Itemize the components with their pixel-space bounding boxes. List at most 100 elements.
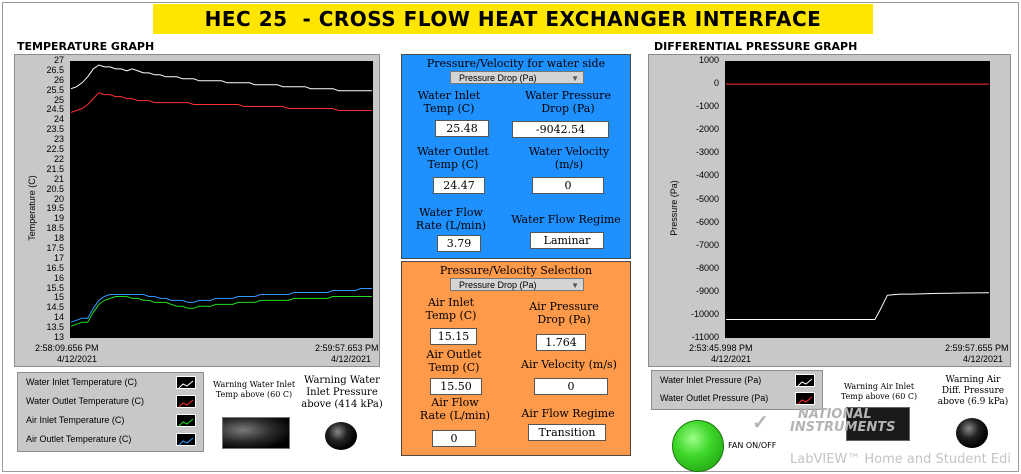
warning-air-temp-line1: Warning Air Inlet	[843, 382, 915, 391]
warning-air-pressure-line1: Warning Air	[945, 375, 1001, 385]
pressure-graph-panel: 1000 0 -1000 -2000 -3000 -4000 -5000 -6000 -7000…	[648, 54, 1011, 367]
air-inlet-temp-line2: Temp (C)	[425, 309, 477, 322]
legend-swatch-water-inlet-pressure[interactable]	[795, 374, 815, 387]
water-inlet-temp-line1: Water Inlet	[417, 89, 481, 102]
legend-water-inlet-temp: Water Inlet Temperature (C)	[26, 377, 138, 387]
air-pressure-drop-label: Air Pressure Drop (Pa)	[514, 300, 614, 326]
water-pressure-drop-label: Water Pressure Drop (Pa)	[510, 89, 626, 115]
y-tick-label: -5000	[695, 193, 719, 204]
air-velocity-label: Air Velocity (m/s)	[521, 358, 617, 371]
ni-brand-line1: NATIONAL	[798, 407, 872, 422]
air-outlet-temp-label: Air Outlet Temp (C)	[416, 348, 492, 374]
warning-air-pressure-line3: above (6.9 kPa)	[937, 397, 1009, 407]
y-tick-label: 24	[53, 114, 64, 125]
y-tick-label: -3000	[695, 147, 719, 158]
air-flow-regime-value: Transition	[528, 424, 606, 441]
pressure-x-start-time: 2:53:45.998 PM	[689, 343, 753, 353]
chevron-down-icon: ▼	[571, 74, 579, 83]
y-tick-label: 26	[53, 74, 64, 85]
air-inlet-temp-value: 15.15	[430, 328, 477, 345]
water-outlet-temp-value: 24.47	[433, 177, 485, 194]
warning-water-temp-label: Warning Water Inlet Temp above (60 C)	[209, 380, 299, 400]
air-flow-rate-value: 0	[432, 430, 476, 447]
legend-water-inlet-pressure: Water Inlet Pressure (Pa)	[660, 375, 762, 385]
warning-air-pressure-led	[956, 418, 988, 448]
legend-swatch-air-outlet[interactable]	[176, 433, 196, 446]
water-inlet-temp-label: Water Inlet Temp (C)	[408, 89, 490, 115]
temperature-graph-label: TEMPERATURE GRAPH	[17, 40, 155, 53]
y-tick-label: -4000	[695, 170, 719, 181]
air-side-panel: Pressure/Velocity Selection Pressure Dro…	[401, 261, 631, 456]
water-dropdown-value: Pressure Drop (Pa)	[459, 73, 537, 83]
y-tick-label: -6000	[695, 216, 719, 227]
y-tick-label: 18	[53, 233, 64, 244]
fan-toggle-button[interactable]	[672, 420, 724, 472]
fan-toggle-label: FAN ON/OFF	[728, 441, 777, 450]
air-outlet-temp-line1: Air Outlet	[426, 348, 482, 361]
y-tick-label: 16	[53, 272, 64, 283]
temperature-x-start-time: 2:58:09.656 PM	[35, 343, 99, 353]
y-tick-label: 24.5	[46, 104, 64, 115]
y-tick-label: 15.5	[46, 282, 64, 293]
y-tick-label: 27	[53, 55, 64, 65]
series-line-water-outlet-temperature-c	[70, 92, 372, 113]
warning-water-pressure-led	[325, 422, 357, 450]
warning-air-pressure-line2: Diff. Pressure	[941, 386, 1005, 396]
legend-swatch-water-outlet-pressure[interactable]	[795, 392, 815, 405]
page-title: HEC 25 - CROSS FLOW HEAT EXCHANGER INTER…	[153, 4, 873, 34]
water-measure-dropdown[interactable]: Pressure Drop (Pa) ▼	[450, 71, 584, 84]
warning-air-pressure-label: Warning Air Diff. Pressure above (6.9 kP…	[932, 375, 1014, 408]
air-outlet-temp-line2: Temp (C)	[428, 361, 480, 374]
y-tick-label: -10000	[690, 308, 719, 319]
air-velocity-value: 0	[534, 378, 608, 395]
ni-eagle-icon: ✓	[752, 412, 769, 434]
air-flow-regime-label: Air Flow Regime	[521, 407, 615, 420]
water-outlet-temp-line1: Water Outlet	[417, 145, 489, 158]
y-tick-label: -2000	[695, 124, 719, 135]
temperature-x-start-date: 4/12/2021	[57, 354, 98, 364]
warning-water-pressure-line3: above (414 kPa)	[301, 399, 383, 410]
water-flow-rate-line2: Rate (L/min)	[415, 219, 487, 232]
pressure-x-start-date: 4/12/2021	[711, 354, 752, 364]
y-tick-label: 1000	[698, 55, 719, 65]
y-tick-label: -9000	[695, 285, 719, 296]
y-tick-label: 20.5	[46, 183, 64, 194]
y-tick-label: 23	[53, 134, 64, 145]
water-side-panel: Pressure/Velocity for water side Pressur…	[401, 54, 631, 259]
y-tick-label: 22	[53, 153, 64, 164]
pressure-plot-area[interactable]	[725, 61, 990, 338]
y-tick-label: 22.5	[46, 144, 64, 155]
temperature-legend: Water Inlet Temperature (C) Water Outlet…	[17, 372, 204, 452]
warning-water-temp-line1: Warning Water Inlet	[212, 380, 296, 389]
water-inlet-temp-line2: Temp (C)	[423, 102, 475, 115]
water-flow-regime-value: Laminar	[530, 232, 604, 249]
temperature-x-end-date: 4/12/2021	[331, 354, 372, 364]
temperature-plot-area[interactable]	[70, 61, 373, 338]
warning-water-pressure-line1: Warning Water	[304, 375, 380, 386]
air-inlet-temp-label: Air Inlet Temp (C)	[416, 296, 486, 322]
series-line-air-inlet-temperature-c	[70, 296, 372, 327]
legend-swatch-air-inlet[interactable]	[176, 414, 196, 427]
y-tick-label: 25.5	[46, 84, 64, 95]
legend-swatch-water-inlet[interactable]	[176, 376, 196, 389]
y-tick-label: 23.5	[46, 124, 64, 135]
y-tick-label: -11000	[691, 332, 719, 342]
water-outlet-temp-label: Water Outlet Temp (C)	[408, 145, 498, 171]
y-tick-label: 25	[53, 94, 64, 105]
legend-swatch-water-outlet[interactable]	[176, 395, 196, 408]
y-tick-label: -1000	[695, 101, 719, 112]
warning-water-temp-led	[222, 417, 290, 449]
air-measure-dropdown[interactable]: Pressure Drop (Pa) ▼	[450, 278, 584, 291]
air-panel-header: Pressure/Velocity Selection	[439, 264, 593, 277]
air-pressure-drop-line1: Air Pressure	[529, 300, 599, 313]
y-tick-label: 14	[53, 312, 64, 323]
legend-air-inlet-temp: Air Inlet Temperature (C)	[26, 415, 125, 425]
y-tick-label: 13.5	[46, 322, 64, 333]
water-velocity-label: Water Velocity (m/s)	[512, 145, 626, 171]
y-tick-label: 16.5	[46, 262, 64, 273]
chevron-down-icon: ▼	[571, 281, 579, 290]
y-tick-label: 20	[53, 193, 64, 204]
air-flow-rate-line2: Rate (L/min)	[419, 409, 491, 422]
water-velocity-value: 0	[532, 177, 604, 194]
legend-air-outlet-temp: Air Outlet Temperature (C)	[26, 434, 132, 444]
